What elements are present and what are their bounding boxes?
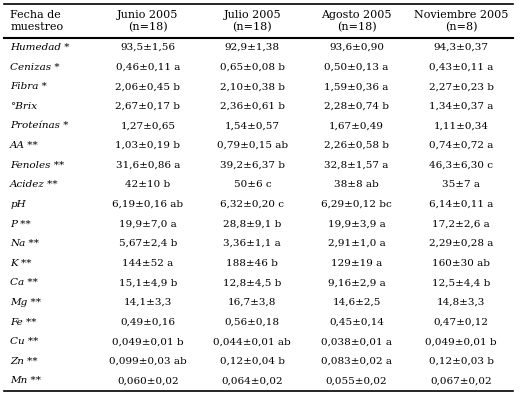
Text: Zn **: Zn ** <box>10 357 38 366</box>
Text: 2,27±0,23 b: 2,27±0,23 b <box>428 82 494 91</box>
Text: Proteínas *: Proteínas * <box>10 121 69 131</box>
Text: Ca **: Ca ** <box>10 279 38 287</box>
Text: P **: P ** <box>10 219 31 229</box>
Text: 46,3±6,30 c: 46,3±6,30 c <box>429 161 493 170</box>
Text: 93,6±0,90: 93,6±0,90 <box>329 43 384 52</box>
Text: 15,1±4,9 b: 15,1±4,9 b <box>119 279 177 287</box>
Text: 14,6±2,5: 14,6±2,5 <box>333 298 381 307</box>
Text: 19,9±3,9 a: 19,9±3,9 a <box>328 219 385 229</box>
Text: 0,74±0,72 a: 0,74±0,72 a <box>429 141 493 150</box>
Text: Acidez **: Acidez ** <box>10 180 59 189</box>
Text: Noviembre 2005
(n=8): Noviembre 2005 (n=8) <box>414 10 508 33</box>
Text: 12,5±4,4 b: 12,5±4,4 b <box>432 279 490 287</box>
Text: 14,1±3,3: 14,1±3,3 <box>124 298 172 307</box>
Text: 144±52 a: 144±52 a <box>122 259 174 268</box>
Text: 6,32±0,20 c: 6,32±0,20 c <box>220 200 285 209</box>
Text: 2,28±0,74 b: 2,28±0,74 b <box>324 102 389 111</box>
Text: 5,67±2,4 b: 5,67±2,4 b <box>119 239 177 248</box>
Text: 0,43±0,11 a: 0,43±0,11 a <box>429 63 493 72</box>
Text: °Brix: °Brix <box>10 102 38 111</box>
Text: 2,36±0,61 b: 2,36±0,61 b <box>220 102 285 111</box>
Text: 0,049±0,01 b: 0,049±0,01 b <box>112 337 184 346</box>
Text: 19,9±7,0 a: 19,9±7,0 a <box>119 219 177 229</box>
Text: 6,19±0,16 ab: 6,19±0,16 ab <box>112 200 184 209</box>
Text: 39,2±6,37 b: 39,2±6,37 b <box>220 161 285 170</box>
Text: Fenoles **: Fenoles ** <box>10 161 64 170</box>
Text: 0,46±0,11 a: 0,46±0,11 a <box>116 63 180 72</box>
Text: 1,59±0,36 a: 1,59±0,36 a <box>324 82 389 91</box>
Text: 1,03±0,19 b: 1,03±0,19 b <box>116 141 180 150</box>
Text: 160±30 ab: 160±30 ab <box>432 259 490 268</box>
Text: 1,54±0,57: 1,54±0,57 <box>225 121 280 131</box>
Text: 2,06±0,45 b: 2,06±0,45 b <box>116 82 180 91</box>
Text: 94,3±0,37: 94,3±0,37 <box>434 43 488 52</box>
Text: Julio 2005
(n=18): Julio 2005 (n=18) <box>223 10 281 33</box>
Text: 0,47±0,12: 0,47±0,12 <box>434 318 488 327</box>
Text: 2,10±0,38 b: 2,10±0,38 b <box>220 82 285 91</box>
Text: AA **: AA ** <box>10 141 39 150</box>
Text: 35±7 a: 35±7 a <box>442 180 480 189</box>
Text: 0,79±0,15 ab: 0,79±0,15 ab <box>217 141 288 150</box>
Text: 1,67±0,49: 1,67±0,49 <box>329 121 384 131</box>
Text: Junio 2005
(n=18): Junio 2005 (n=18) <box>117 10 179 33</box>
Text: 1,34±0,37 a: 1,34±0,37 a <box>429 102 493 111</box>
Text: pH: pH <box>10 200 26 209</box>
Text: 0,060±0,02: 0,060±0,02 <box>117 377 179 385</box>
Text: 32,8±1,57 a: 32,8±1,57 a <box>324 161 389 170</box>
Text: 2,29±0,28 a: 2,29±0,28 a <box>429 239 493 248</box>
Text: 14,8±3,3: 14,8±3,3 <box>437 298 485 307</box>
Text: 0,064±0,02: 0,064±0,02 <box>222 377 283 385</box>
Text: 50±6 c: 50±6 c <box>233 180 271 189</box>
Text: 188±46 b: 188±46 b <box>226 259 278 268</box>
Text: Na **: Na ** <box>10 239 39 248</box>
Text: 6,14±0,11 a: 6,14±0,11 a <box>429 200 493 209</box>
Text: 9,16±2,9 a: 9,16±2,9 a <box>328 279 385 287</box>
Text: Humedad *: Humedad * <box>10 43 70 52</box>
Text: 0,65±0,08 b: 0,65±0,08 b <box>220 63 285 72</box>
Text: Cu **: Cu ** <box>10 337 39 346</box>
Text: Fecha de
muestreo: Fecha de muestreo <box>10 10 63 32</box>
Text: Agosto 2005
(n=18): Agosto 2005 (n=18) <box>322 10 392 33</box>
Text: 93,5±1,56: 93,5±1,56 <box>120 43 175 52</box>
Text: 31,6±0,86 a: 31,6±0,86 a <box>116 161 180 170</box>
Text: 0,055±0,02: 0,055±0,02 <box>326 377 388 385</box>
Text: Mn **: Mn ** <box>10 377 41 385</box>
Text: Cenizas *: Cenizas * <box>10 63 60 72</box>
Text: 0,099±0,03 ab: 0,099±0,03 ab <box>109 357 187 366</box>
Text: 129±19 a: 129±19 a <box>331 259 382 268</box>
Text: Fe **: Fe ** <box>10 318 37 327</box>
Text: 0,12±0,03 b: 0,12±0,03 b <box>428 357 494 366</box>
Text: 0,083±0,02 a: 0,083±0,02 a <box>321 357 392 366</box>
Text: 0,49±0,16: 0,49±0,16 <box>120 318 175 327</box>
Text: 1,11±0,34: 1,11±0,34 <box>434 121 488 131</box>
Text: 0,067±0,02: 0,067±0,02 <box>430 377 492 385</box>
Text: 2,91±1,0 a: 2,91±1,0 a <box>328 239 385 248</box>
Text: Mg **: Mg ** <box>10 298 41 307</box>
Text: K **: K ** <box>10 259 32 268</box>
Text: 1,27±0,65: 1,27±0,65 <box>120 121 175 131</box>
Text: 0,038±0,01 a: 0,038±0,01 a <box>321 337 392 346</box>
Text: 2,67±0,17 b: 2,67±0,17 b <box>116 102 180 111</box>
Text: 38±8 ab: 38±8 ab <box>334 180 379 189</box>
Text: 28,8±9,1 b: 28,8±9,1 b <box>223 219 281 229</box>
Text: 3,36±1,1 a: 3,36±1,1 a <box>223 239 281 248</box>
Text: 0,12±0,04 b: 0,12±0,04 b <box>220 357 285 366</box>
Text: 42±10 b: 42±10 b <box>126 180 170 189</box>
Text: 0,049±0,01 b: 0,049±0,01 b <box>425 337 497 346</box>
Text: 0,50±0,13 a: 0,50±0,13 a <box>324 63 389 72</box>
Text: Fibra *: Fibra * <box>10 82 47 91</box>
Text: 0,56±0,18: 0,56±0,18 <box>225 318 280 327</box>
Text: 16,7±3,8: 16,7±3,8 <box>228 298 277 307</box>
Text: 0,45±0,14: 0,45±0,14 <box>329 318 384 327</box>
Text: 12,8±4,5 b: 12,8±4,5 b <box>223 279 281 287</box>
Text: 2,26±0,58 b: 2,26±0,58 b <box>324 141 389 150</box>
Text: 17,2±2,6 a: 17,2±2,6 a <box>432 219 490 229</box>
Text: 6,29±0,12 bc: 6,29±0,12 bc <box>321 200 392 209</box>
Text: 92,9±1,38: 92,9±1,38 <box>225 43 280 52</box>
Text: 0,044±0,01 ab: 0,044±0,01 ab <box>213 337 291 346</box>
